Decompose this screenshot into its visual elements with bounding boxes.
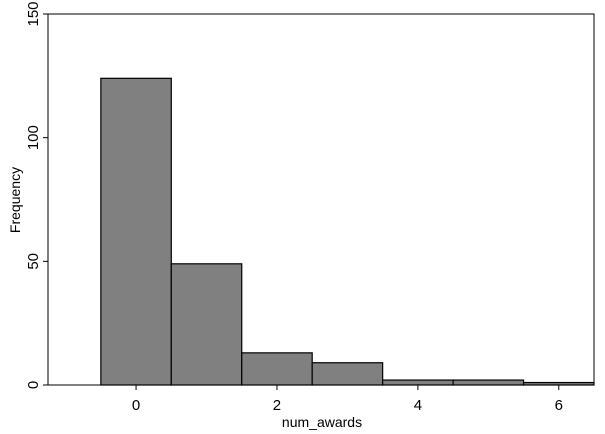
x-axis-title: num_awards (282, 414, 362, 430)
y-tick-label-1: 50 (25, 253, 42, 270)
plot-frame (47, 13, 595, 386)
y-axis-title: Frequency (7, 167, 23, 233)
bar-bin-1 (170, 263, 243, 386)
bar-bin-4 (382, 379, 454, 386)
bars-group (100, 77, 595, 386)
y-tick-label-2: 100 (25, 125, 42, 150)
bar-bin-0 (100, 77, 172, 386)
x-tick-label-1: 2 (273, 397, 281, 414)
bar-bin-3 (311, 362, 384, 386)
y-tick-label-3: 150 (25, 1, 42, 26)
x-tick-label-2: 4 (414, 397, 422, 414)
bar-bin-5 (452, 379, 525, 386)
x-ticks-group: 0 2 4 6 (132, 385, 563, 414)
x-tick-label-0: 0 (132, 397, 140, 414)
y-ticks-group: 0 50 100 150 (25, 1, 48, 389)
x-tick-label-3: 6 (555, 397, 563, 414)
bar-bin-2 (241, 352, 313, 386)
y-tick-label-0: 0 (25, 381, 42, 389)
